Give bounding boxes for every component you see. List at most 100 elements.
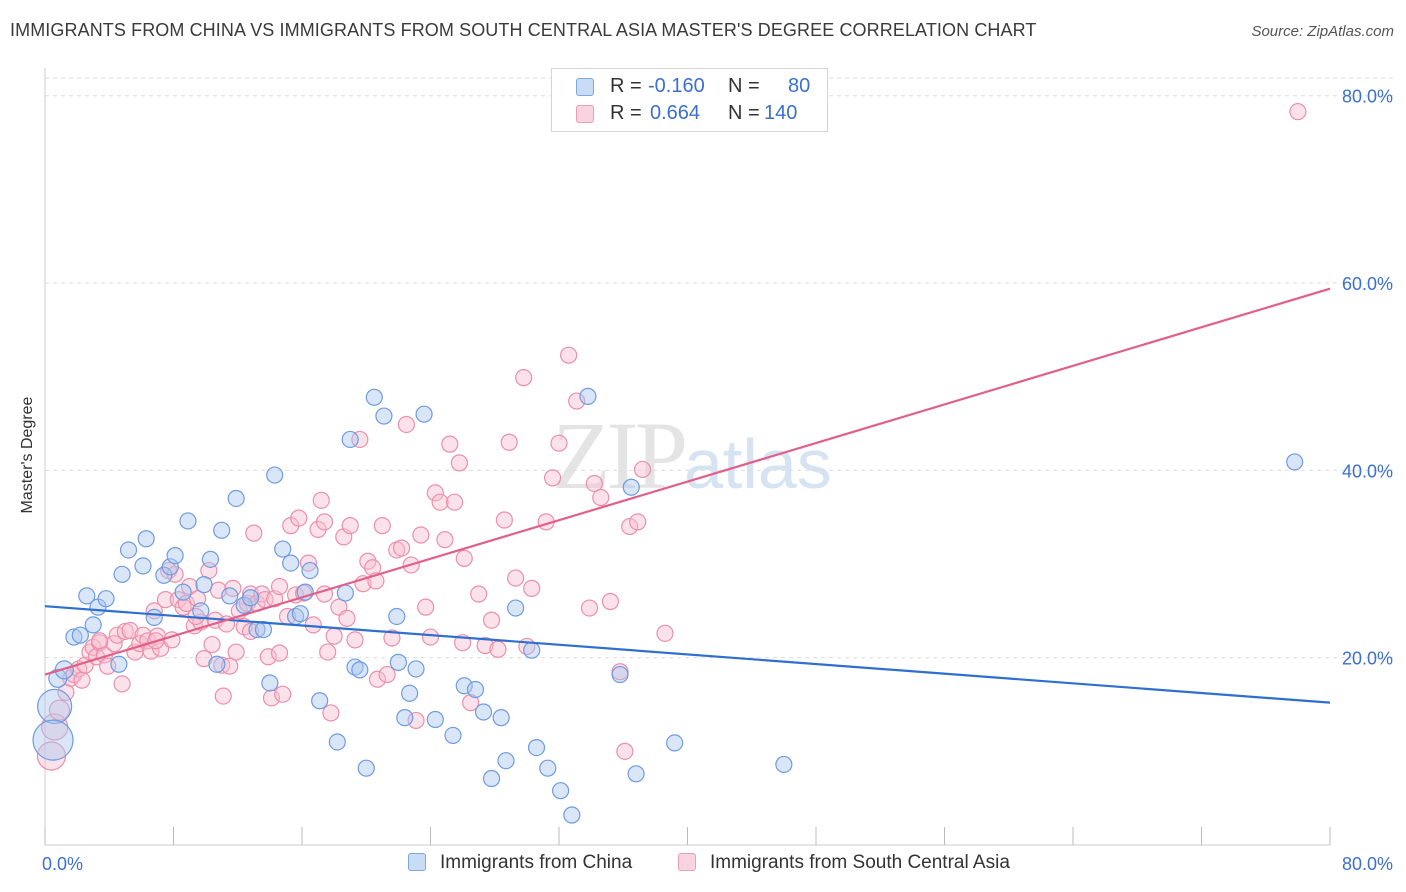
china-point [482, 769, 501, 788]
axes [44, 68, 1331, 846]
china-point [563, 806, 581, 824]
sca-point [373, 517, 391, 535]
sca-point [621, 517, 639, 536]
sca-point [262, 689, 281, 707]
sca-point [108, 626, 126, 644]
china-point [507, 599, 525, 617]
china-point [341, 430, 359, 449]
china-point [221, 587, 239, 605]
china-point [351, 661, 369, 679]
legend-r-value: -0.160 [648, 75, 705, 97]
china-point [261, 674, 279, 692]
x-tick-label: 80.0% [1342, 854, 1393, 874]
legend-swatch-china [576, 78, 594, 96]
legend: R = -0.160 N = 80 R = 0.664 N = 140 [551, 68, 828, 132]
bottom-legend-swatch-china [408, 853, 426, 871]
sca-point [523, 579, 541, 597]
legend-n-value: 140 [764, 102, 798, 124]
china-point [137, 530, 155, 548]
china-point [119, 541, 138, 559]
china-point [71, 626, 89, 644]
sca-point [482, 611, 501, 629]
sca-point [507, 569, 525, 587]
china-point [174, 583, 192, 601]
sca-point [397, 415, 416, 434]
legend-n-value: 80 [788, 75, 811, 97]
china-point [311, 692, 329, 710]
sca-point [431, 493, 449, 511]
x-tick-label: 0.0% [42, 854, 83, 874]
sca-point [601, 592, 620, 611]
sca-point [270, 644, 289, 662]
trend-line-china [44, 605, 1331, 704]
watermark: ZIPatlas [552, 400, 832, 511]
y-tick-label: 60.0% [1342, 274, 1393, 294]
china-point [365, 388, 383, 406]
china-point [396, 709, 414, 727]
china-point [357, 759, 375, 777]
china-point [134, 557, 152, 575]
china-point [32, 719, 74, 761]
bottom-legend-china: Immigrants from China [408, 852, 632, 874]
sca-point [221, 657, 239, 675]
sca-point [253, 585, 271, 603]
legend-n-label: N = [728, 102, 760, 124]
sca-point [455, 549, 473, 568]
china-point [336, 584, 354, 602]
sca-point [592, 488, 610, 507]
china-point [346, 658, 364, 676]
sca-point [312, 491, 330, 509]
legend-n-label: N = [728, 75, 760, 97]
y-tick-label: 80.0% [1342, 87, 1393, 107]
china-point [1286, 453, 1304, 471]
sca-point [421, 628, 440, 646]
sca-point [629, 513, 647, 531]
china-point [113, 565, 131, 583]
grid-lines [45, 77, 1395, 659]
china-point [622, 478, 640, 496]
sca-point [259, 648, 277, 666]
sca-point [121, 621, 139, 640]
sca-point [550, 434, 568, 452]
bottom-legend-swatch-sca [678, 853, 696, 871]
china-point [110, 655, 128, 673]
sca-point [580, 599, 599, 617]
sca-point [445, 493, 464, 511]
china-point [242, 589, 260, 607]
legend-r-value: 0.664 [650, 102, 701, 124]
sca-point [322, 704, 340, 722]
china-point [474, 703, 493, 721]
sca-point [242, 622, 260, 641]
sca-point [462, 694, 480, 712]
series-china [32, 387, 1304, 824]
sca-point [1289, 103, 1307, 121]
trend-line-sca [44, 287, 1331, 676]
sca-point [290, 509, 308, 527]
sca-point [500, 433, 518, 451]
sca-point [560, 346, 578, 364]
sca-point [245, 524, 263, 542]
chart-title: IMMIGRANTS FROM CHINA VS IMMIGRANTS FROM… [10, 20, 1037, 40]
china-point [775, 755, 793, 774]
china-point [401, 684, 419, 702]
sca-point [156, 591, 175, 609]
sca-point [450, 454, 469, 472]
sca-point [325, 627, 343, 645]
bottom-legend-label-china: Immigrants from China [440, 852, 633, 873]
china-point [627, 765, 645, 783]
sca-point [383, 629, 401, 647]
china-point [274, 540, 292, 558]
sca-point [426, 484, 444, 502]
sca-point [417, 598, 435, 616]
china-point [65, 628, 83, 646]
sca-point [48, 699, 71, 721]
china-point [37, 688, 73, 724]
sca-point [568, 392, 586, 410]
china-point [208, 655, 226, 673]
sca-point [73, 671, 91, 689]
sca-point [470, 585, 488, 603]
china-point [195, 576, 213, 594]
china-point [552, 782, 570, 800]
legend-row-china: R = -0.160 N = 80 [552, 75, 827, 101]
china-point [539, 759, 557, 777]
